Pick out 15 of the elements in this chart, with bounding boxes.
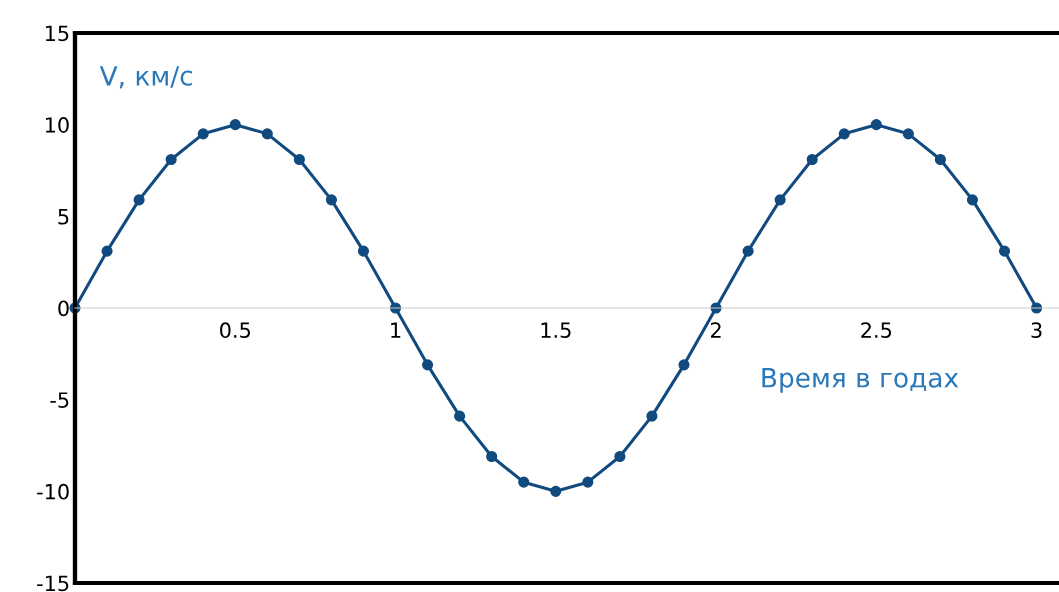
y-tick-label: 5: [58, 209, 69, 225]
y-tick-label: -15: [37, 575, 69, 592]
y-tick-label: 10: [45, 117, 69, 133]
x-tick-label: 1.5: [541, 322, 571, 339]
x-tick-label: 0.5: [220, 322, 251, 339]
x-axis-title: Время в годах: [762, 368, 959, 393]
x-tick-label: 3: [1031, 322, 1042, 339]
y-tick-label: 0: [58, 300, 69, 317]
y-tick-label: -10: [37, 483, 69, 500]
y-tick-label: -5: [50, 392, 69, 408]
x-tick-label: 2: [710, 322, 721, 338]
x-tick-label: 1: [391, 322, 401, 338]
y-tick-label: 15: [45, 25, 69, 42]
x-tick-label: 2.5: [861, 322, 892, 339]
y-axis-title: V, км/с: [99, 66, 193, 89]
